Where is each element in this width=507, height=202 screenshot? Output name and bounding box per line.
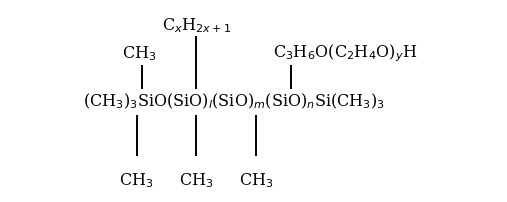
Text: CH$_3$: CH$_3$ <box>179 171 213 189</box>
Text: CH$_3$: CH$_3$ <box>122 44 157 63</box>
Text: C$_x$H$_{2x+1}$: C$_x$H$_{2x+1}$ <box>162 16 231 35</box>
Text: CH$_3$: CH$_3$ <box>120 171 154 189</box>
Text: (CH$_3$)$_3$SiO(SiO)$_l$(SiO)$_m$(SiO)$_n$Si(CH$_3$)$_3$: (CH$_3$)$_3$SiO(SiO)$_l$(SiO)$_m$(SiO)$_… <box>83 91 385 111</box>
Text: C$_3$H$_6$O(C$_2$H$_4$O)$_y$H: C$_3$H$_6$O(C$_2$H$_4$O)$_y$H <box>273 43 418 64</box>
Text: CH$_3$: CH$_3$ <box>239 171 273 189</box>
